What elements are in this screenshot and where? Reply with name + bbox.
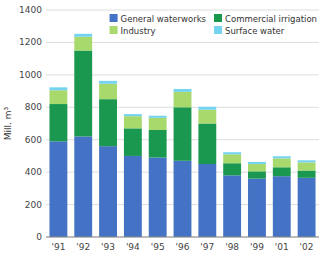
x-tick-label: '96	[176, 242, 190, 252]
legend-item: Industry	[110, 26, 156, 36]
bar-segment	[49, 141, 67, 237]
legend-label: Commercial irrigation	[225, 14, 317, 24]
bar-segment	[223, 163, 241, 175]
bar-segment	[248, 179, 266, 237]
y-axis-label: Mill. m³	[3, 106, 13, 140]
y-tick-label: 1400	[19, 5, 42, 15]
legend-label: General waterworks	[121, 14, 207, 24]
bar-segment	[74, 37, 92, 51]
bars	[49, 34, 315, 237]
x-tick-label: '02	[300, 242, 314, 252]
y-tick-label: 0	[36, 232, 42, 242]
bar-segment	[174, 107, 192, 161]
bar-segment	[198, 124, 216, 165]
x-tick-label: '92	[76, 242, 90, 252]
y-tick-label: 600	[25, 135, 42, 145]
bar-segment	[273, 158, 291, 167]
bar-segment	[124, 128, 142, 156]
bar-segment	[149, 116, 167, 118]
bar-segment	[273, 156, 291, 158]
bar-segment	[273, 176, 291, 237]
bar-segment	[74, 136, 92, 237]
bar-segment	[74, 51, 92, 137]
y-tick-label: 1000	[19, 70, 42, 80]
x-tick-label: '93	[101, 242, 115, 252]
bar-segment	[149, 118, 167, 130]
bar-segment	[74, 34, 92, 37]
legend-label: Surface water	[225, 26, 285, 36]
x-axis-line	[46, 237, 319, 238]
x-tick-label: '91	[51, 242, 65, 252]
x-tick-label: '99	[250, 242, 264, 252]
legend-background	[107, 11, 320, 38]
bar-segment	[298, 171, 316, 178]
legend-item: Commercial irrigation	[214, 14, 317, 24]
bar-segment	[124, 114, 142, 116]
bar-segment	[49, 87, 67, 90]
bar-segment	[174, 92, 192, 107]
bar-segment	[223, 154, 241, 163]
legend-swatch	[214, 26, 222, 34]
grid-line	[46, 237, 319, 238]
x-tick-label: '97	[200, 242, 214, 252]
bar-segment	[198, 110, 216, 124]
grid-line	[46, 10, 319, 11]
y-tick-label: 200	[25, 200, 42, 210]
bar-segment	[298, 162, 316, 170]
legend-item: Surface water	[214, 26, 285, 36]
bar-segment	[124, 156, 142, 237]
bar-segment	[298, 178, 316, 237]
bar-segment	[99, 99, 117, 146]
y-tick-label: 800	[25, 102, 42, 112]
bar-segment	[124, 116, 142, 128]
bar-segment	[273, 167, 291, 176]
bar-segment	[248, 162, 266, 164]
bar-segment	[49, 104, 67, 141]
bar-segment	[198, 107, 216, 110]
bar-segment	[223, 152, 241, 154]
bar-segment	[223, 175, 241, 237]
y-tick-label: 1200	[19, 37, 42, 47]
bar-segment	[198, 164, 216, 237]
y-tick-label: 400	[25, 167, 42, 177]
bar-segment	[99, 81, 117, 84]
bar-segment	[248, 171, 266, 178]
bar-segment	[149, 158, 167, 237]
bar-segment	[49, 90, 67, 104]
legend: General waterworks Commercial irrigation I…	[107, 11, 320, 38]
bar-segment	[99, 84, 117, 99]
legend-label: Industry	[121, 26, 156, 36]
chart: 0 200 400 600 800 1000 1200 1400 '91 '92 '93 '94 '95…	[0, 0, 327, 259]
legend-swatch	[110, 14, 118, 22]
bar-segment	[248, 164, 266, 171]
legend-item: General waterworks	[110, 14, 207, 24]
bar-segment	[298, 160, 316, 162]
x-tick-label: '94	[126, 242, 140, 252]
bar-segment	[174, 161, 192, 237]
x-tick-label: '95	[151, 242, 165, 252]
x-tick-label: '98	[225, 242, 239, 252]
legend-swatch	[214, 14, 222, 22]
bar-segment	[174, 89, 192, 92]
grid	[46, 10, 319, 237]
legend-swatch	[110, 26, 118, 34]
bar-segment	[149, 130, 167, 158]
bar-segment	[99, 146, 117, 237]
x-tick-label: '01	[275, 242, 289, 252]
